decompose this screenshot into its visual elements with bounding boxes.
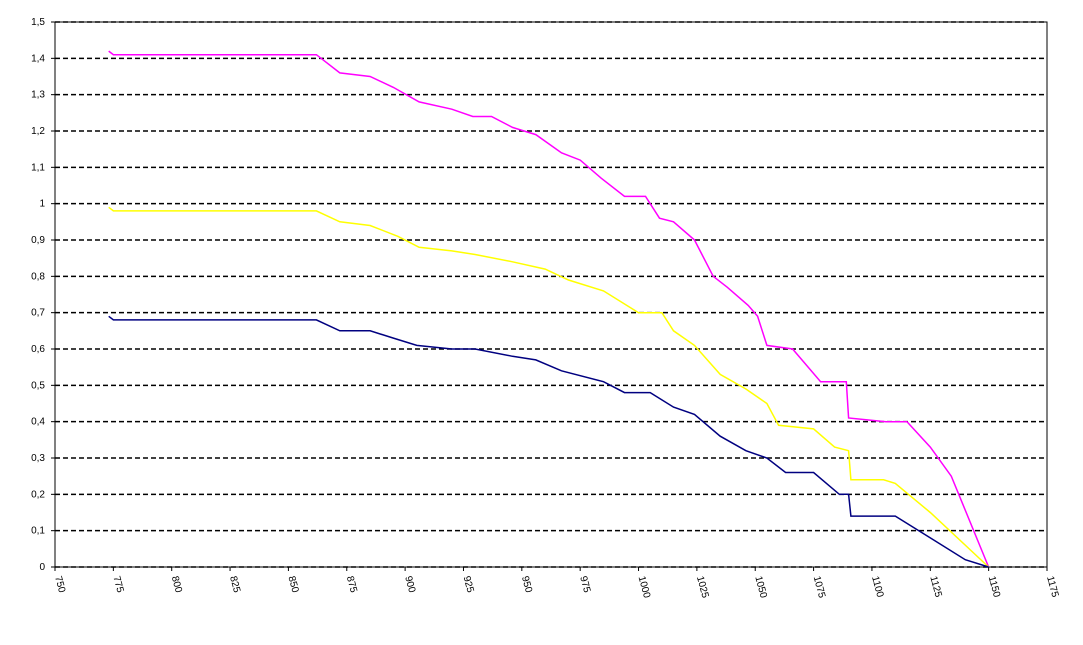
y-tick-label: 0: [39, 562, 45, 573]
x-tick-label: 850: [286, 575, 301, 594]
x-tick-label: 1025: [694, 575, 710, 600]
y-tick-label: 0,4: [31, 417, 45, 428]
y-tick-label: 0,5: [31, 380, 45, 391]
x-tick-label: 925: [461, 575, 476, 594]
x-tick-label: 1075: [811, 575, 827, 600]
y-tick-label: 1,5: [31, 17, 45, 28]
x-tick-label: 950: [519, 575, 534, 594]
x-tick-label: 1150: [986, 575, 1002, 599]
series-line: [108, 315, 989, 568]
x-tick-label: 1175: [1044, 575, 1060, 599]
x-tick-label: 975: [577, 575, 592, 594]
y-tick-label: 1,2: [31, 126, 45, 137]
y-tick-label: 1,3: [31, 90, 45, 101]
y-tick-label: 0,1: [31, 526, 45, 537]
x-tick-label: 1125: [927, 575, 943, 599]
x-tick-label: 1000: [636, 575, 652, 600]
y-tick-label: 0,2: [31, 489, 45, 500]
x-tick-label: 775: [110, 575, 125, 594]
x-tick-label: 900: [402, 575, 417, 594]
y-tick-label: 0,6: [31, 344, 45, 355]
y-tick-label: 0,7: [31, 308, 45, 319]
y-tick-label: 1,4: [31, 53, 45, 64]
y-tick-label: 0,3: [31, 453, 45, 464]
y-tick-label: 1: [39, 199, 45, 210]
y-tick-label: 0,9: [31, 235, 45, 246]
y-tick-label: 0,8: [31, 271, 45, 282]
x-tick-label: 1050: [752, 575, 768, 600]
series-line: [108, 206, 990, 568]
x-tick-label: 875: [344, 575, 359, 594]
plot-frame: [54, 21, 1048, 568]
y-tick-label: 1,1: [31, 162, 45, 173]
series-line: [108, 50, 990, 568]
x-tick-label: 825: [227, 575, 242, 594]
x-tick-label: 750: [52, 575, 67, 594]
x-tick-label: 1100: [869, 575, 885, 599]
x-tick-label: 800: [169, 575, 184, 594]
